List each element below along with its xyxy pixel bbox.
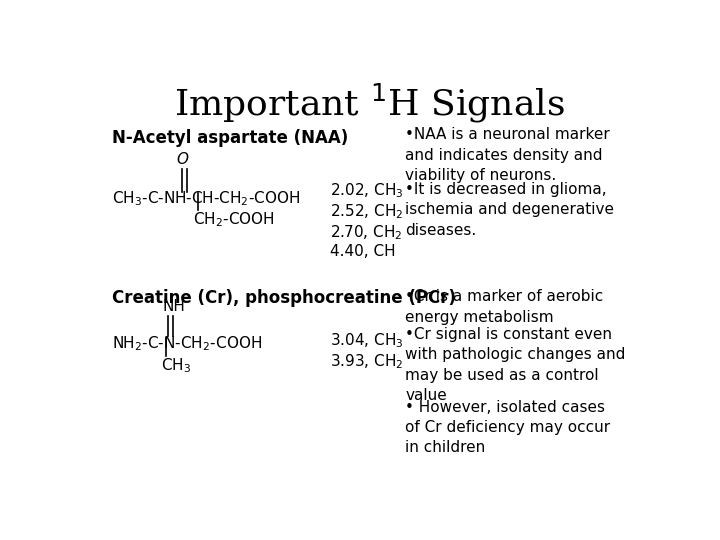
Text: 3.93, CH$_2$: 3.93, CH$_2$ — [330, 353, 403, 371]
Text: NH: NH — [163, 299, 186, 314]
Text: O: O — [176, 152, 189, 167]
Text: 2.52, CH$_2$: 2.52, CH$_2$ — [330, 202, 403, 221]
Text: CH$_3$-C-NH-CH-CH$_2$-COOH: CH$_3$-C-NH-CH-CH$_2$-COOH — [112, 190, 301, 208]
Text: Important $^{1}$H Signals: Important $^{1}$H Signals — [174, 82, 564, 125]
Text: CH$_2$-COOH: CH$_2$-COOH — [193, 210, 275, 229]
Text: • However, isolated cases
of Cr deficiency may occur
in children: • However, isolated cases of Cr deficien… — [405, 400, 611, 455]
Text: •NAA is a neuronal marker
and indicates density and
viability of neurons.: •NAA is a neuronal marker and indicates … — [405, 127, 610, 183]
Text: •It is decreased in glioma,
ischemia and degenerative
diseases.: •It is decreased in glioma, ischemia and… — [405, 182, 614, 238]
Text: Creatine (Cr), phosphocreatine (PCr): Creatine (Cr), phosphocreatine (PCr) — [112, 289, 456, 307]
Text: NH$_2$-C-N-CH$_2$-COOH: NH$_2$-C-N-CH$_2$-COOH — [112, 334, 262, 353]
Text: 2.02, CH$_3$: 2.02, CH$_3$ — [330, 181, 404, 200]
Text: 2.70, CH$_2$: 2.70, CH$_2$ — [330, 223, 402, 241]
Text: •Cr signal is constant even
with pathologic changes and
may be used as a control: •Cr signal is constant even with patholo… — [405, 327, 626, 403]
Text: CH$_3$: CH$_3$ — [161, 356, 192, 375]
Text: •Cr is a marker of aerobic
energy metabolism: •Cr is a marker of aerobic energy metabo… — [405, 289, 603, 325]
Text: 4.40, CH: 4.40, CH — [330, 244, 395, 259]
Text: N-Acetyl aspartate (NAA): N-Acetyl aspartate (NAA) — [112, 129, 348, 147]
Text: 3.04, CH$_3$: 3.04, CH$_3$ — [330, 332, 404, 350]
